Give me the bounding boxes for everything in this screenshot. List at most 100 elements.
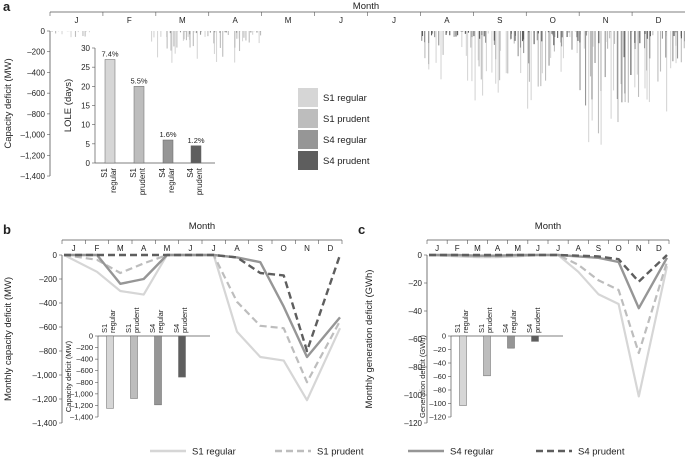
- deficit-bar-3: [646, 31, 648, 39]
- deficit-bar-1: [238, 31, 241, 52]
- deficit-bar-2: [594, 31, 596, 63]
- inset-cat-label: prudent: [195, 167, 204, 195]
- deficit-bar-3: [528, 31, 530, 33]
- y-tick-label: –1,000: [33, 371, 58, 380]
- deficit-bar-3: [533, 31, 535, 45]
- month-label-0: J: [74, 16, 78, 25]
- deficit-bar-1: [646, 31, 648, 71]
- deficit-bar-3: [460, 31, 462, 32]
- inset-cat-label: regular: [156, 309, 165, 333]
- inset-y-title: Capacity deficit (MW): [64, 340, 73, 412]
- inset-bar-1: [130, 335, 138, 399]
- panel-label-c: c: [358, 222, 365, 237]
- deficit-bar-2: [576, 31, 578, 38]
- deficit-bar-1: [424, 31, 426, 59]
- deficit-bar-3: [675, 31, 677, 33]
- deficit-bar-0: [461, 31, 463, 48]
- deficit-bar-0: [440, 31, 442, 80]
- inset-cat-label: S4: [525, 324, 534, 333]
- month-label-7: A: [234, 244, 240, 253]
- deficit-bar-0: [77, 31, 79, 33]
- inset-cat-label: S4: [158, 167, 167, 177]
- deficit-bar-2: [624, 31, 626, 94]
- y-tick-label: –100: [404, 391, 422, 400]
- deficit-bar-0: [583, 31, 585, 49]
- deficit-bar-0: [485, 31, 487, 72]
- deficit-bar-2: [579, 31, 581, 91]
- deficit-bar-0: [182, 31, 184, 41]
- inset-bar-3: [178, 335, 186, 378]
- month-label-8: S: [258, 244, 263, 253]
- inset-cat-label: S4: [501, 324, 510, 333]
- deficit-bar-0: [675, 31, 677, 64]
- deficit-bar-1: [480, 31, 482, 80]
- month-label-3: A: [495, 244, 501, 253]
- deficit-bar-2: [591, 31, 593, 100]
- inset-b: 0 –200 –400 –600 –800 –1,000 –1,200 –1,400Capac…: [64, 307, 210, 422]
- deficit-bar-2: [184, 31, 186, 32]
- month-label-11: D: [327, 244, 333, 253]
- deficit-bar-0: [171, 31, 173, 63]
- deficit-bar-0: [477, 31, 479, 61]
- deficit-bar-1: [657, 31, 659, 82]
- deficit-bar-1: [207, 31, 209, 37]
- month-label-10: N: [636, 244, 642, 253]
- month-label-10: N: [304, 244, 310, 253]
- deficit-bar-0: [550, 31, 552, 58]
- deficit-bar-3: [665, 31, 667, 32]
- deficit-bar-3: [541, 31, 543, 42]
- deficit-bar-3: [644, 31, 646, 34]
- deficit-bar-2: [169, 31, 171, 34]
- y-axis-title: Monthly generation deficit (GWh): [364, 270, 375, 409]
- deficit-bar-1: [227, 31, 229, 35]
- panel-label-b: b: [3, 222, 11, 237]
- deficit-bar-3: [430, 31, 433, 36]
- deficit-bars: [51, 31, 685, 145]
- deficit-bar-3: [551, 31, 553, 34]
- month-axis-title: Month: [535, 221, 561, 232]
- inset-y-tick-label: 5: [86, 140, 91, 149]
- inset-y-tick-label: –400: [76, 355, 93, 364]
- deficit-bar-2: [471, 31, 473, 38]
- inset-cat-label: S4: [172, 324, 181, 333]
- y-tick-label: –200: [27, 48, 45, 57]
- deficit-bar-0: [435, 31, 437, 63]
- deficit-bar-2: [585, 31, 587, 106]
- series-line-1: [63, 253, 341, 384]
- inset-bar-1: [483, 335, 491, 377]
- deficit-bar-3: [623, 31, 625, 58]
- y-tick-label: –1,400: [21, 172, 46, 181]
- deficit-bar-3: [639, 31, 641, 44]
- deficit-bar-0: [592, 31, 594, 47]
- deficit-bar-0: [174, 31, 176, 54]
- panel-a: a Month J F M A M J J A S O N D 0 –200 –400 –600 –800 –1,00…: [3, 0, 685, 195]
- month-label-4: M: [164, 244, 171, 253]
- month-label-8: S: [497, 16, 502, 25]
- deficit-bar-2: [256, 31, 258, 33]
- inset-y-tick-label: –120: [429, 413, 446, 422]
- deficit-bar-2: [421, 31, 423, 41]
- deficit-bar-2: [446, 31, 448, 33]
- legend-label-1: S1 prudent: [317, 447, 364, 458]
- y-tick-label: –80: [409, 363, 423, 372]
- deficit-bar-3: [673, 31, 675, 37]
- deficit-bar-1: [627, 31, 629, 103]
- deficit-bar-0: [151, 31, 153, 42]
- inset-cat-label: S1: [124, 324, 133, 333]
- month-label-8: S: [596, 244, 601, 253]
- deficit-bar-0: [465, 31, 467, 56]
- inset-data-label-3: 1.2%: [187, 136, 204, 145]
- deficit-bar-3: [479, 31, 481, 39]
- deficit-bar-3: [510, 31, 512, 39]
- y-tick-label: –200: [39, 275, 57, 284]
- month-label-9: O: [281, 244, 287, 253]
- inset-y-tick-label: 0: [442, 332, 446, 341]
- deficit-bar-2: [224, 31, 226, 33]
- month-label-7: A: [444, 16, 450, 25]
- inset-y-tick-label: –40: [433, 359, 446, 368]
- panel-c: c Month J F M A M J J A S O N D 0 –20 –40 –60 –80 –100 –120 M…: [358, 221, 670, 428]
- y-tick-label: –20: [409, 279, 423, 288]
- deficit-bar-2: [453, 31, 455, 37]
- deficit-bar-0: [588, 31, 590, 143]
